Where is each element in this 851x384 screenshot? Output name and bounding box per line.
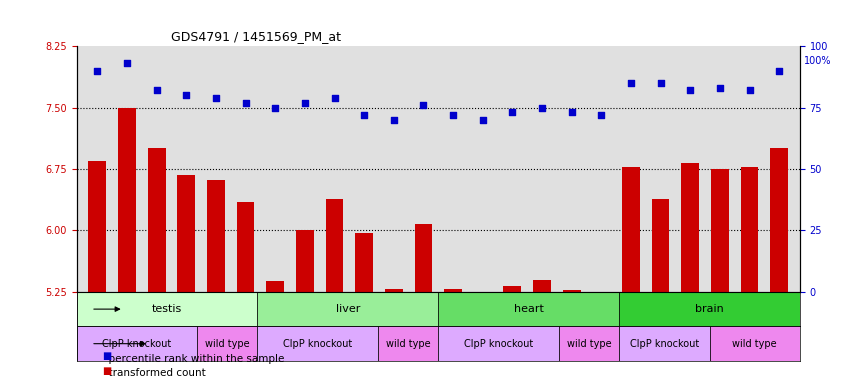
Bar bbox=[355, 233, 373, 292]
Point bbox=[357, 112, 371, 118]
Bar bbox=[89, 161, 106, 292]
Bar bbox=[652, 199, 670, 292]
Point bbox=[654, 80, 667, 86]
Bar bbox=[385, 290, 403, 292]
Text: 100%: 100% bbox=[804, 56, 831, 66]
Point bbox=[446, 112, 460, 118]
Text: GDS4791 / 1451569_PM_at: GDS4791 / 1451569_PM_at bbox=[170, 30, 340, 43]
Text: liver: liver bbox=[335, 304, 360, 314]
FancyBboxPatch shape bbox=[559, 326, 619, 361]
Bar bbox=[118, 108, 136, 292]
Point bbox=[120, 60, 134, 66]
Point bbox=[505, 109, 519, 116]
Bar bbox=[266, 281, 284, 292]
Text: wild type: wild type bbox=[205, 339, 249, 349]
Point bbox=[180, 92, 193, 98]
Bar bbox=[740, 167, 758, 292]
Bar bbox=[177, 175, 195, 292]
Bar bbox=[563, 290, 580, 292]
FancyBboxPatch shape bbox=[619, 292, 800, 326]
Text: wild type: wild type bbox=[733, 339, 777, 349]
FancyBboxPatch shape bbox=[438, 292, 619, 326]
Bar bbox=[148, 149, 166, 292]
Point bbox=[624, 80, 637, 86]
FancyBboxPatch shape bbox=[438, 326, 559, 361]
Bar bbox=[326, 199, 344, 292]
Text: transformed count: transformed count bbox=[102, 368, 206, 378]
FancyBboxPatch shape bbox=[257, 292, 438, 326]
Point bbox=[743, 87, 757, 93]
FancyBboxPatch shape bbox=[378, 326, 438, 361]
Point bbox=[268, 104, 282, 111]
Point bbox=[387, 117, 401, 123]
Bar bbox=[711, 169, 728, 292]
Text: percentile rank within the sample: percentile rank within the sample bbox=[102, 354, 284, 364]
Point bbox=[90, 68, 104, 74]
Point bbox=[683, 87, 697, 93]
Text: ■: ■ bbox=[102, 351, 111, 361]
Bar bbox=[622, 167, 640, 292]
Text: ClpP knockout: ClpP knockout bbox=[102, 339, 172, 349]
Point bbox=[150, 87, 163, 93]
Text: ClpP knockout: ClpP knockout bbox=[630, 339, 699, 349]
Bar bbox=[682, 163, 700, 292]
Point bbox=[239, 99, 253, 106]
Text: wild type: wild type bbox=[567, 339, 611, 349]
Bar bbox=[770, 149, 788, 292]
Point bbox=[476, 117, 489, 123]
Text: testis: testis bbox=[151, 304, 182, 314]
Bar bbox=[414, 224, 432, 292]
Point bbox=[298, 99, 311, 106]
Text: wild type: wild type bbox=[386, 339, 431, 349]
FancyBboxPatch shape bbox=[619, 326, 710, 361]
Bar bbox=[533, 280, 551, 292]
FancyBboxPatch shape bbox=[77, 326, 197, 361]
Text: heart: heart bbox=[514, 304, 544, 314]
Point bbox=[417, 102, 431, 108]
FancyBboxPatch shape bbox=[77, 292, 257, 326]
FancyBboxPatch shape bbox=[197, 326, 257, 361]
Point bbox=[535, 104, 549, 111]
Text: ClpP knockout: ClpP knockout bbox=[283, 339, 352, 349]
Text: brain: brain bbox=[695, 304, 724, 314]
Point bbox=[773, 68, 786, 74]
Bar bbox=[296, 230, 314, 292]
Bar bbox=[444, 290, 462, 292]
Point bbox=[565, 109, 579, 116]
Bar bbox=[237, 202, 254, 292]
Point bbox=[713, 85, 727, 91]
Point bbox=[328, 94, 341, 101]
Point bbox=[595, 112, 608, 118]
Bar bbox=[504, 286, 522, 292]
Text: ■: ■ bbox=[102, 366, 111, 376]
Bar bbox=[207, 180, 225, 292]
FancyBboxPatch shape bbox=[257, 326, 378, 361]
Text: ClpP knockout: ClpP knockout bbox=[464, 339, 534, 349]
FancyBboxPatch shape bbox=[710, 326, 800, 361]
Point bbox=[209, 94, 223, 101]
